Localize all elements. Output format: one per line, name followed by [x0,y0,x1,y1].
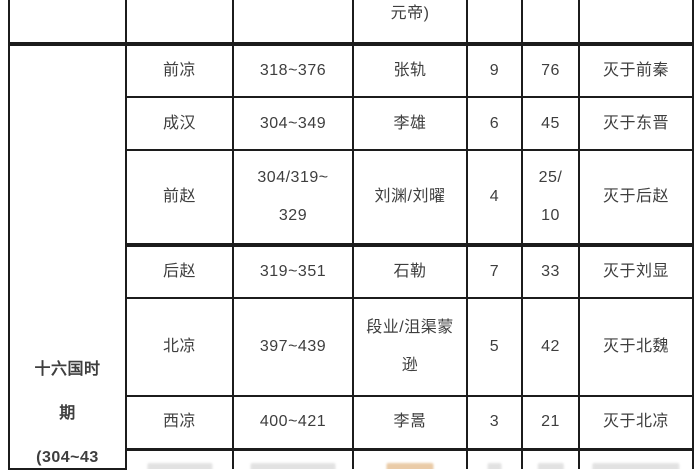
cell-cutoff [352,448,468,469]
cell-ruler-count: 4 [466,149,523,247]
cell-cutoff [521,448,580,469]
cut-off-text [537,463,564,469]
cell-regime: 西凉 [125,395,234,451]
table-row: 北凉 397~439 段业/沮渠蒙 逊 5 42 灭于北魏 [9,297,694,397]
cell-years: 400~421 [232,395,354,451]
cell-regime: 成汉 [125,96,234,151]
table-row: 西凉 400~421 李暠 3 21 灭于北凉 [9,395,694,451]
cell-empty [466,0,523,46]
cell-years: 318~376 [232,43,354,98]
cell-regime: 北凉 [125,297,234,397]
cut-off-text [250,463,336,469]
cell-founder: 张轨 [352,43,468,98]
cell-years: 304~349 [232,96,354,151]
cell-cutoff [125,448,234,469]
cell-outcome: 灭于北凉 [578,395,694,451]
cell-outcome: 灭于北魏 [578,297,694,397]
cell-years: 319~351 [232,244,354,299]
cell-regime: 后赵 [125,244,234,299]
cell-regime: 前赵 [125,149,234,247]
sixteen-kingdoms-table: 元帝) 十六国时 期 (304~43 前凉 318~376 张轨 9 76 灭于… [8,0,694,470]
table-row: 成汉 304~349 李雄 6 45 灭于东晋 [9,96,694,151]
cell-cutoff [578,448,694,469]
cell-empty [125,0,234,46]
cell-founder: 段业/沮渠蒙 逊 [352,297,468,397]
cell-founder: 刘渊/刘曜 [352,149,468,247]
cell-outcome: 灭于后赵 [578,149,694,247]
table-row-partial-bottom [9,448,694,469]
cell-duration: 45 [521,96,580,151]
cell-years: 397~439 [232,297,354,397]
cell-ruler-count: 3 [466,395,523,451]
cell-founder: 李暠 [352,395,468,451]
cell-empty [521,0,580,46]
cut-off-text [487,463,502,469]
cell-founder-fragment: 元帝) [352,0,468,46]
cell-empty [8,0,127,46]
cell-empty [578,0,694,46]
cell-years: 304/319~ 329 [232,149,354,247]
cell-cutoff [466,448,523,469]
cell-founder: 李雄 [352,96,468,151]
cell-cutoff [232,448,354,469]
cut-off-text [386,463,434,469]
table-row-partial-top: 元帝) [8,0,694,46]
table-row: 后赵 319~351 石勒 7 33 灭于刘显 [9,244,694,299]
cell-period-label: 十六国时 期 (304~43 [8,43,127,470]
cell-duration: 33 [521,244,580,299]
cell-outcome: 灭于东晋 [578,96,694,151]
cell-duration: 21 [521,395,580,451]
cut-off-text [592,463,680,469]
cell-regime: 前凉 [125,43,234,98]
cut-off-text [146,463,213,469]
cell-empty [232,0,354,46]
table-row: 十六国时 期 (304~43 前凉 318~376 张轨 9 76 灭于前秦 [8,43,694,470]
cell-ruler-count: 7 [466,244,523,299]
table-row: 前赵 304/319~ 329 刘渊/刘曜 4 25/ 10 灭于后赵 [9,149,694,247]
cell-ruler-count: 9 [466,43,523,98]
cell-ruler-count: 5 [466,297,523,397]
cell-outcome: 灭于前秦 [578,43,694,98]
cell-duration: 76 [521,43,580,98]
cell-founder: 石勒 [352,244,468,299]
cell-ruler-count: 6 [466,96,523,151]
period-label-text: 十六国时 期 (304~43 [34,361,101,466]
cell-duration: 25/ 10 [521,149,580,247]
cell-duration: 42 [521,297,580,397]
cell-outcome: 灭于刘显 [578,244,694,299]
